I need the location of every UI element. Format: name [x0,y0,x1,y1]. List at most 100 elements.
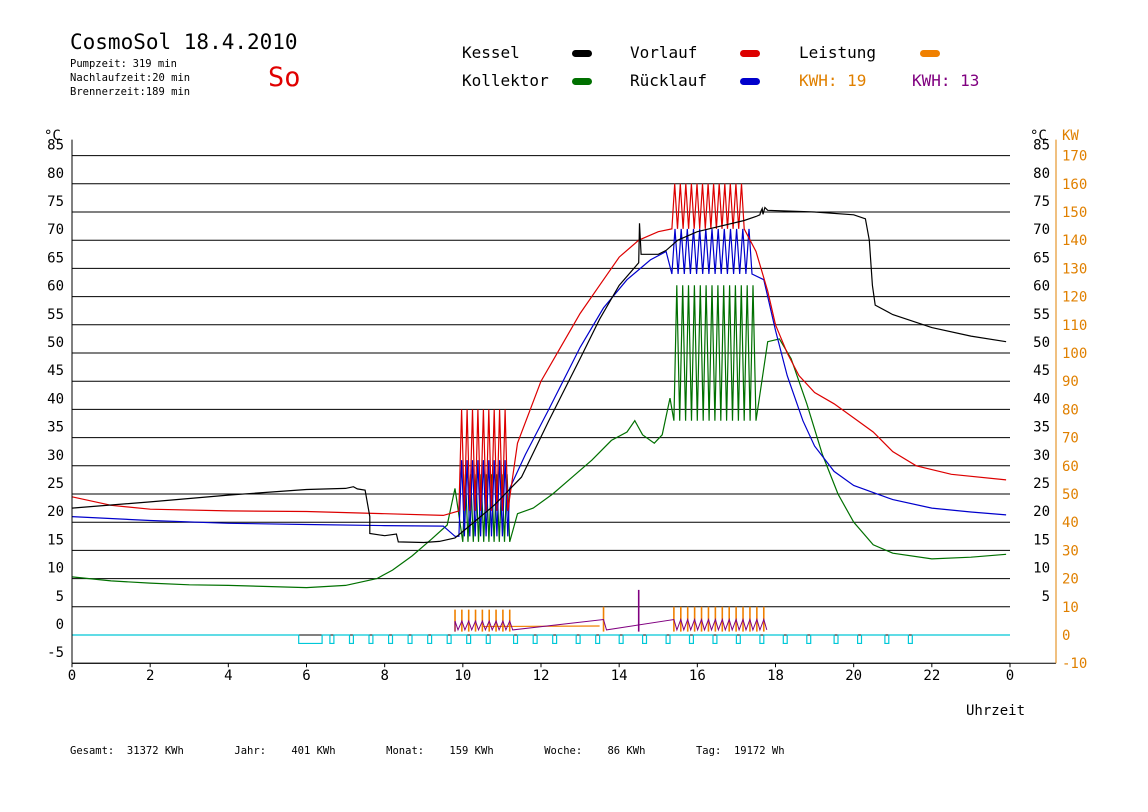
y-tick-left: 55 [47,307,64,323]
y-tick-right: 70 [1033,222,1050,238]
leistung-series [454,589,768,632]
kw-tick: 30 [1062,543,1079,559]
y-tick-left: 15 [47,532,64,548]
page-title: CosmoSol 18.4.2010 [70,30,298,54]
x-tick: 18 [767,668,784,684]
y-tick-left: 20 [47,504,64,520]
kw-tick: 170 [1062,149,1087,165]
x-tick: 0 [1006,668,1014,684]
kw-tick: 120 [1062,290,1087,306]
y-tick-right: 30 [1033,448,1050,464]
kw-tick: 10 [1062,600,1079,616]
x-tick: 6 [302,668,310,684]
footer-gesamt-value: 31372 KWh [126,745,184,757]
stat-pumpzeit: Pumpzeit: 319 min [70,58,177,70]
x-tick: 20 [845,668,862,684]
day-code: So [268,62,301,93]
x-tick: 0 [68,668,76,684]
legend-kollektor-swatch [572,78,592,85]
temperature-series [71,183,1007,589]
axes [71,139,1057,668]
kw-tick: -10 [1062,656,1087,672]
kwh1-label: KWH: [799,71,838,90]
grid [72,155,1010,636]
kw-tick: 0 [1062,628,1070,644]
kw-tick: 70 [1062,431,1079,447]
legend-kollektor-label: Kollektor [462,71,549,90]
legend-leistung-label: Leistung [799,43,877,62]
footer-jahr-label: Jahr: [234,745,267,757]
y-tick-left: 85 [47,138,64,154]
kw-tick: 80 [1062,402,1079,418]
y-tick-right: 85 [1033,138,1050,154]
legend-kessel-swatch [572,50,592,57]
series-vorlauf-line [71,183,1007,517]
kwh1-value: 19 [847,71,867,90]
tick-labels: °C °C KW-505101520253035404550556065707580… [44,128,1087,719]
stat-label: Pumpzeit: [70,58,127,70]
y-tick-right: 20 [1033,504,1050,520]
kw-tick: 110 [1062,318,1087,334]
y-tick-left: 10 [47,561,64,577]
kw-tick: 140 [1062,233,1087,249]
x-tick: 22 [923,668,940,684]
kw-tick: 40 [1062,515,1079,531]
x-tick: 10 [454,668,471,684]
x-tick: 12 [533,668,550,684]
y-tick-left: 75 [47,194,64,210]
kw-tick: 150 [1062,205,1087,221]
kwh2-trace [454,617,768,632]
footer-monat-label: Monat: [386,745,425,757]
stat-value: 319 min [132,58,177,70]
y-tick-right: 65 [1033,250,1050,266]
x-axis-label: Uhrzeit [966,703,1025,719]
kwh2-value: 13 [960,71,980,90]
y-tick-left: 45 [47,363,64,379]
footer-tag-value: 19172 Wh [733,745,785,757]
y-tick-right: 35 [1033,420,1050,436]
series-ruecklauf-line [71,228,1007,537]
y-tick-right: 80 [1033,166,1050,182]
footer-gesamt-label: Gesamt: [70,745,115,757]
y-tick-right: 10 [1033,561,1050,577]
x-tick: 16 [689,668,706,684]
y-tick-right: 40 [1033,391,1050,407]
legend-kwh1: KWH: 19 [799,71,866,90]
footer-tag-label: Tag: [695,745,722,757]
x-tick: 14 [611,668,628,684]
pump-series [72,634,1010,645]
stat-label: Nachlaufzeit: [70,72,153,84]
footer-woche-label: Woche: [544,745,583,757]
y-tick-left: 70 [47,222,64,238]
y-tick-left: 35 [47,420,64,436]
legend-ruecklauf-label: Rücklauf [630,71,708,90]
y-tick-left: 40 [47,391,64,407]
y-unit-right: °C [1030,128,1047,144]
kwh2-label: KWH: [912,71,951,90]
kw-tick: 100 [1062,346,1087,362]
kw-tick: 160 [1062,177,1087,193]
legend-kessel-label: Kessel [462,43,520,62]
y-tick-left: 5 [56,589,64,605]
x-tick: 8 [380,668,388,684]
footer-woche-value: 86 KWh [607,745,646,757]
y-tick-left: -5 [47,645,64,661]
x-tick: 2 [146,668,154,684]
y-tick-left: 80 [47,166,64,182]
stat-nachlaufzeit: Nachlaufzeit:20 min [70,72,190,84]
footer-monat-value: 159 KWh [449,745,494,757]
legend-ruecklauf-swatch [740,78,760,85]
kw-tick: 130 [1062,261,1087,277]
legend-leistung-swatch [920,50,940,57]
kw-unit: KW [1062,128,1079,144]
series-kollektor-line [71,285,1007,589]
y-tick-left: 50 [47,335,64,351]
y-tick-right: 15 [1033,532,1050,548]
kw-tick: 50 [1062,487,1079,503]
legend-vorlauf-label: Vorlauf [630,43,698,62]
legend-kwh2: KWH: 13 [912,71,979,90]
y-unit-left: °C [44,128,61,144]
y-tick-right: 5 [1042,589,1050,605]
y-tick-left: 0 [56,617,64,633]
